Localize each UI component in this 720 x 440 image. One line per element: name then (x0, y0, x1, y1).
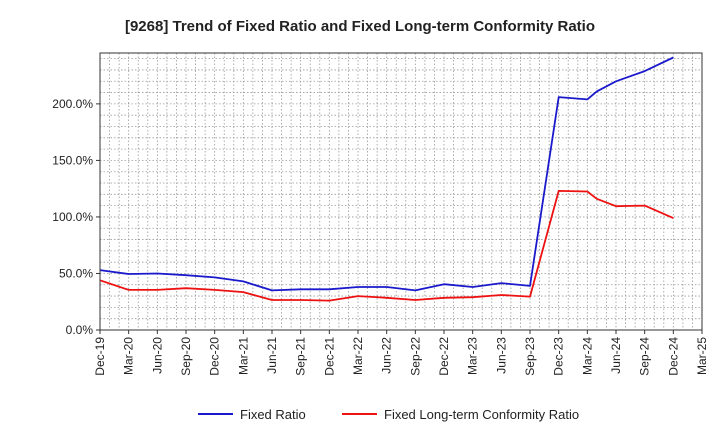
x-tick-label: Dec-22 (437, 337, 451, 376)
x-tick-label: Mar-25 (695, 337, 709, 375)
x-tick-label: Mar-23 (466, 337, 480, 375)
x-tick-label: Jun-24 (609, 337, 623, 374)
y-tick-label: 50.0% (59, 266, 93, 280)
x-tick-label: Jun-21 (265, 337, 279, 374)
x-tick-label: Sep-24 (638, 337, 652, 376)
x-tick-label: Dec-24 (666, 337, 680, 376)
x-tick-label: Jun-22 (380, 337, 394, 374)
x-tick-label: Mar-20 (122, 337, 136, 375)
y-tick-label: 0.0% (66, 323, 94, 337)
grid (100, 53, 702, 330)
x-tick-label: Sep-21 (294, 337, 308, 376)
y-tick-label: 150.0% (52, 153, 93, 167)
legend-label-1: Fixed Ratio (240, 407, 306, 422)
x-tick-label: Mar-22 (351, 337, 365, 375)
x-tick-label: Sep-23 (523, 337, 537, 376)
plot-frame (99, 52, 703, 331)
y-axis-ticks: 0.0% 50.0% 100.0% 150.0% 200.0% (52, 97, 100, 337)
chart-title: [9268] Trend of Fixed Ratio and Fixed Lo… (125, 18, 595, 35)
series-layer (99, 56, 674, 302)
x-tick-label: Dec-21 (322, 337, 336, 376)
x-tick-label: Sep-20 (179, 337, 193, 376)
legend-label-2: Fixed Long-term Conformity Ratio (384, 407, 579, 422)
plot-background (100, 53, 702, 330)
x-tick-label: Jun-20 (150, 337, 164, 374)
series-line-2 (99, 189, 674, 302)
series-line-1 (99, 56, 674, 292)
x-tick-label: Mar-24 (580, 337, 594, 375)
x-axis-ticks: Dec-19 Mar-20 Jun-20 Sep-20 Dec-20 Mar-21 Jun-… (93, 330, 709, 376)
x-tick-label: Dec-23 (552, 337, 566, 376)
y-tick-label: 200.0% (52, 97, 93, 111)
x-tick-label: Sep-22 (408, 337, 422, 376)
x-tick-label: Mar-21 (236, 337, 250, 375)
x-tick-label: Dec-20 (208, 337, 222, 376)
legend: Fixed Ratio Fixed Long-term Conformity Ra… (198, 407, 579, 422)
x-tick-label: Jun-23 (494, 337, 508, 374)
y-tick-label: 100.0% (52, 210, 93, 224)
x-tick-label: Dec-19 (93, 337, 107, 376)
